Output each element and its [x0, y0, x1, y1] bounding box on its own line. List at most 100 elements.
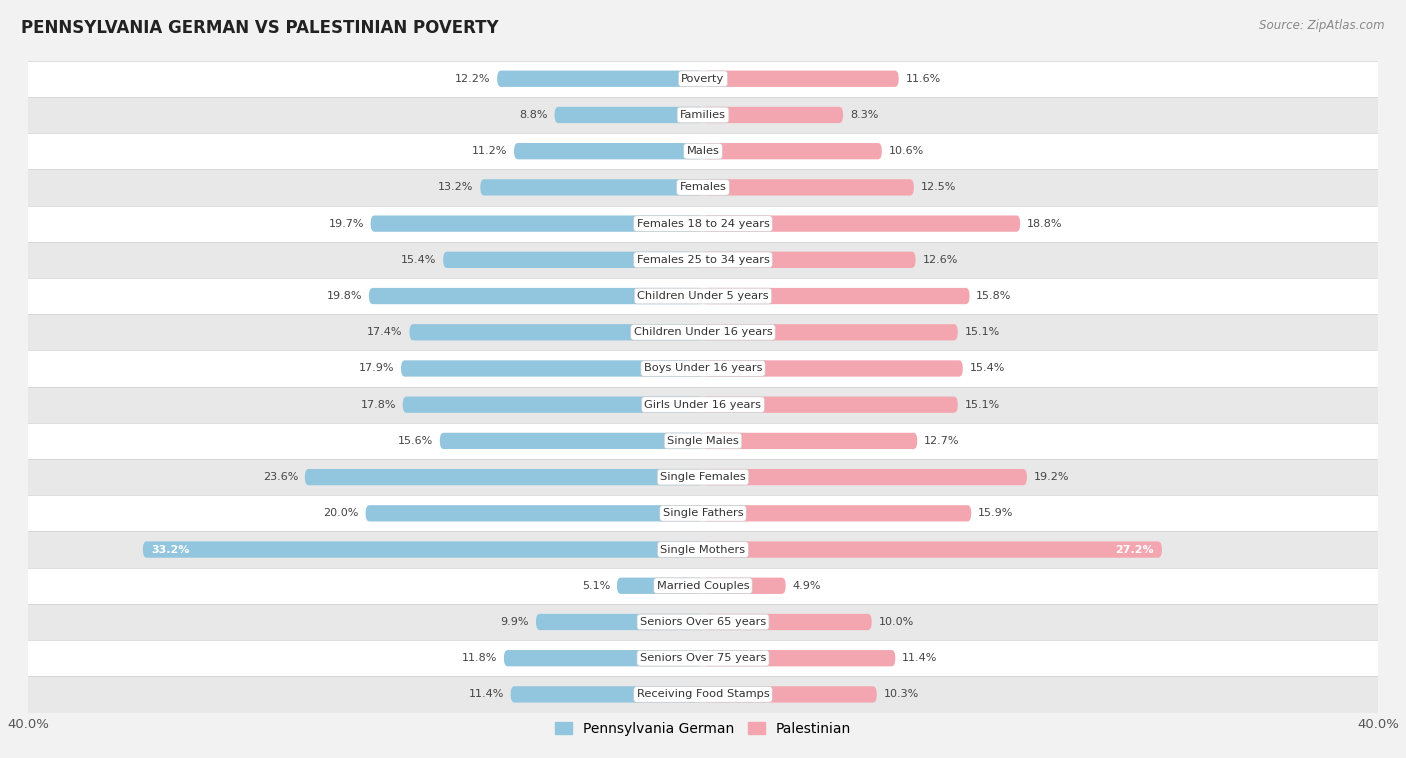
Text: 12.6%: 12.6% — [922, 255, 957, 265]
FancyBboxPatch shape — [703, 541, 1161, 558]
FancyBboxPatch shape — [703, 360, 963, 377]
Text: 15.6%: 15.6% — [398, 436, 433, 446]
Text: 11.6%: 11.6% — [905, 74, 941, 83]
Text: 10.0%: 10.0% — [879, 617, 914, 627]
Text: 11.8%: 11.8% — [461, 653, 498, 663]
Text: 10.3%: 10.3% — [883, 690, 918, 700]
FancyBboxPatch shape — [498, 70, 703, 87]
FancyBboxPatch shape — [703, 179, 914, 196]
Text: 12.5%: 12.5% — [921, 183, 956, 193]
Text: 8.3%: 8.3% — [849, 110, 879, 120]
FancyBboxPatch shape — [703, 469, 1026, 485]
Text: 19.8%: 19.8% — [326, 291, 363, 301]
Bar — [28, 278, 1378, 314]
Text: 17.8%: 17.8% — [360, 399, 396, 409]
Text: 15.4%: 15.4% — [401, 255, 436, 265]
Bar — [28, 423, 1378, 459]
FancyBboxPatch shape — [703, 396, 957, 413]
Text: Single Males: Single Males — [666, 436, 740, 446]
Text: Females: Females — [679, 183, 727, 193]
Text: Married Couples: Married Couples — [657, 581, 749, 590]
Text: Females 25 to 34 years: Females 25 to 34 years — [637, 255, 769, 265]
Bar — [28, 640, 1378, 676]
Text: 15.1%: 15.1% — [965, 327, 1000, 337]
FancyBboxPatch shape — [703, 288, 970, 304]
FancyBboxPatch shape — [515, 143, 703, 159]
Text: Single Females: Single Females — [661, 472, 745, 482]
Bar — [28, 568, 1378, 604]
FancyBboxPatch shape — [703, 215, 1021, 232]
FancyBboxPatch shape — [366, 505, 703, 522]
Text: Families: Families — [681, 110, 725, 120]
FancyBboxPatch shape — [703, 505, 972, 522]
FancyBboxPatch shape — [554, 107, 703, 123]
Bar — [28, 314, 1378, 350]
Text: Females 18 to 24 years: Females 18 to 24 years — [637, 218, 769, 229]
Legend: Pennsylvania German, Palestinian: Pennsylvania German, Palestinian — [550, 716, 856, 741]
Text: Single Mothers: Single Mothers — [661, 544, 745, 555]
Text: 11.2%: 11.2% — [472, 146, 508, 156]
Bar — [28, 531, 1378, 568]
Bar — [28, 205, 1378, 242]
Text: 15.1%: 15.1% — [965, 399, 1000, 409]
Text: Males: Males — [686, 146, 720, 156]
Bar — [28, 604, 1378, 640]
Text: 4.9%: 4.9% — [793, 581, 821, 590]
FancyBboxPatch shape — [703, 650, 896, 666]
Bar — [28, 242, 1378, 278]
Text: Receiving Food Stamps: Receiving Food Stamps — [637, 690, 769, 700]
FancyBboxPatch shape — [409, 324, 703, 340]
Text: PENNSYLVANIA GERMAN VS PALESTINIAN POVERTY: PENNSYLVANIA GERMAN VS PALESTINIAN POVER… — [21, 19, 499, 37]
Text: 11.4%: 11.4% — [468, 690, 503, 700]
FancyBboxPatch shape — [703, 686, 877, 703]
Text: 12.7%: 12.7% — [924, 436, 959, 446]
Text: 33.2%: 33.2% — [152, 544, 190, 555]
FancyBboxPatch shape — [703, 324, 957, 340]
Text: 12.2%: 12.2% — [456, 74, 491, 83]
Text: 8.8%: 8.8% — [519, 110, 548, 120]
FancyBboxPatch shape — [510, 686, 703, 703]
Bar — [28, 459, 1378, 495]
Text: 15.4%: 15.4% — [970, 364, 1005, 374]
Text: Poverty: Poverty — [682, 74, 724, 83]
Text: Children Under 5 years: Children Under 5 years — [637, 291, 769, 301]
Text: 27.2%: 27.2% — [1115, 544, 1153, 555]
FancyBboxPatch shape — [703, 252, 915, 268]
FancyBboxPatch shape — [703, 107, 844, 123]
Bar — [28, 169, 1378, 205]
Text: 15.8%: 15.8% — [976, 291, 1012, 301]
FancyBboxPatch shape — [703, 614, 872, 630]
FancyBboxPatch shape — [703, 70, 898, 87]
Text: 23.6%: 23.6% — [263, 472, 298, 482]
Text: 17.4%: 17.4% — [367, 327, 402, 337]
FancyBboxPatch shape — [143, 541, 703, 558]
FancyBboxPatch shape — [617, 578, 703, 594]
Text: Seniors Over 65 years: Seniors Over 65 years — [640, 617, 766, 627]
Text: 9.9%: 9.9% — [501, 617, 529, 627]
Text: 5.1%: 5.1% — [582, 581, 610, 590]
Bar — [28, 676, 1378, 713]
Text: 17.9%: 17.9% — [359, 364, 394, 374]
Text: 19.7%: 19.7% — [329, 218, 364, 229]
Bar — [28, 133, 1378, 169]
Bar — [28, 61, 1378, 97]
FancyBboxPatch shape — [305, 469, 703, 485]
Text: Seniors Over 75 years: Seniors Over 75 years — [640, 653, 766, 663]
Text: Boys Under 16 years: Boys Under 16 years — [644, 364, 762, 374]
FancyBboxPatch shape — [443, 252, 703, 268]
FancyBboxPatch shape — [371, 215, 703, 232]
Text: 20.0%: 20.0% — [323, 509, 359, 518]
Text: 19.2%: 19.2% — [1033, 472, 1069, 482]
Text: 10.6%: 10.6% — [889, 146, 924, 156]
Bar — [28, 350, 1378, 387]
Text: 11.4%: 11.4% — [903, 653, 938, 663]
FancyBboxPatch shape — [536, 614, 703, 630]
Bar — [28, 97, 1378, 133]
FancyBboxPatch shape — [703, 578, 786, 594]
Bar — [28, 495, 1378, 531]
Text: Children Under 16 years: Children Under 16 years — [634, 327, 772, 337]
Text: 13.2%: 13.2% — [439, 183, 474, 193]
FancyBboxPatch shape — [368, 288, 703, 304]
FancyBboxPatch shape — [503, 650, 703, 666]
Text: Single Fathers: Single Fathers — [662, 509, 744, 518]
